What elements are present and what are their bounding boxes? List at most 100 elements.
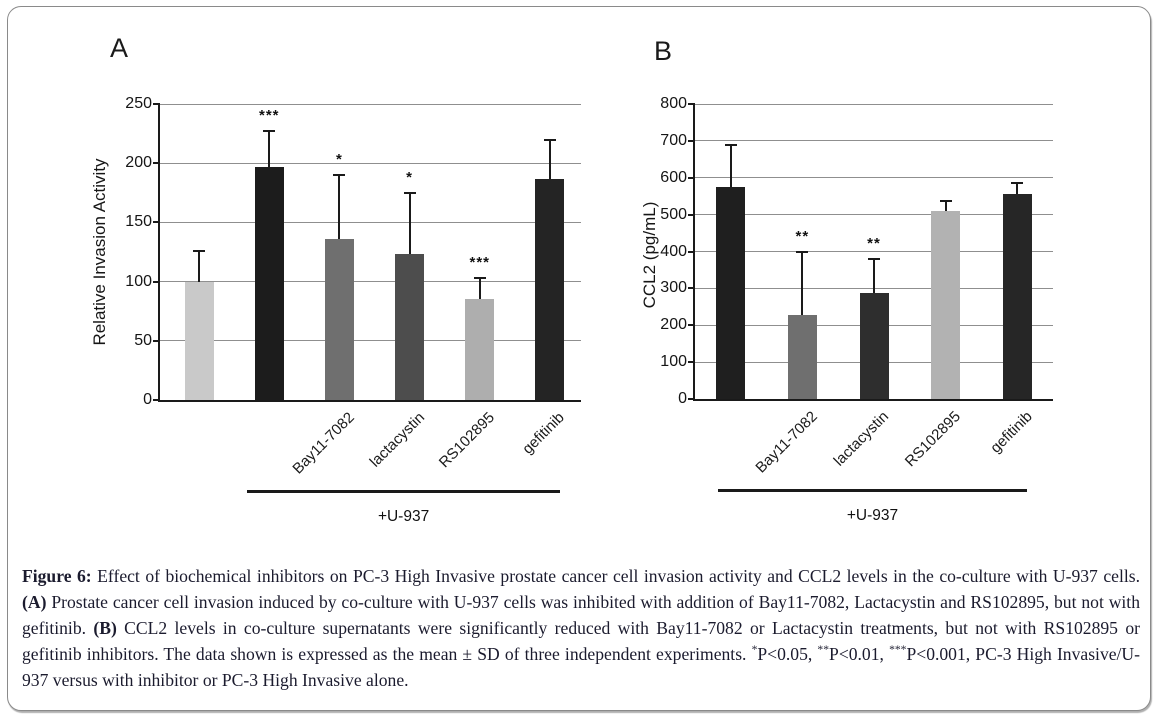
y-tick-mark bbox=[153, 339, 160, 342]
caption-segment: *** bbox=[889, 643, 907, 657]
error-bar-line bbox=[1016, 183, 1019, 195]
y-tick-label: 200 bbox=[125, 154, 152, 172]
bar-gefitinib bbox=[535, 178, 565, 400]
y-tick-label: 300 bbox=[660, 279, 687, 297]
error-bar-cap bbox=[403, 191, 416, 194]
group-label: +U-937 bbox=[846, 507, 899, 524]
y-tick-mark bbox=[153, 221, 160, 224]
bar-Bay11-7082 bbox=[787, 315, 817, 399]
caption-segment: Prostate cancer cell invasion induced by… bbox=[22, 592, 1140, 638]
error-bar-line bbox=[944, 200, 947, 211]
bar-control bbox=[254, 166, 284, 400]
group-underline bbox=[717, 489, 1028, 492]
y-tick-mark bbox=[153, 162, 160, 165]
y-tick-label: 100 bbox=[660, 353, 687, 371]
y-tick-label: 500 bbox=[660, 205, 687, 223]
bar-control bbox=[716, 186, 746, 399]
y-tick-label: 50 bbox=[134, 331, 152, 349]
x-axis-label: Bay11-7082 bbox=[288, 409, 358, 478]
caption-segment: Effect of biochemical inhibitors on PC-3… bbox=[97, 566, 1140, 586]
gridline bbox=[160, 281, 581, 283]
figure-caption: Figure 6: Effect of biochemical inhibito… bbox=[22, 563, 1140, 693]
y-tick-label: 700 bbox=[660, 131, 687, 149]
y-tick-label: 400 bbox=[660, 242, 687, 260]
x-axis-line bbox=[158, 400, 581, 402]
x-axis-label: RS102895 bbox=[901, 408, 964, 471]
y-tick-mark bbox=[153, 280, 160, 283]
error-bar-cap bbox=[193, 249, 206, 252]
error-bar-cap bbox=[333, 174, 346, 177]
gridline bbox=[695, 140, 1053, 142]
error-bar-cap bbox=[724, 143, 737, 146]
y-tick-mark bbox=[688, 287, 695, 290]
y-tick-mark bbox=[688, 324, 695, 327]
bar-RS102895 bbox=[931, 210, 961, 399]
gridline bbox=[695, 251, 1053, 252]
caption-segment: Figure 6: bbox=[22, 566, 98, 586]
y-tick-label: 250 bbox=[125, 95, 152, 112]
bar-lactacystin bbox=[859, 292, 889, 399]
group-label: +U-937 bbox=[377, 508, 430, 525]
y-tick-mark bbox=[153, 399, 160, 401]
error-bar-line bbox=[338, 175, 341, 239]
error-bar-line bbox=[268, 131, 271, 167]
gridline bbox=[160, 340, 581, 342]
gridline bbox=[160, 221, 581, 223]
significance-marker: * bbox=[406, 168, 413, 186]
y-tick-label: 0 bbox=[678, 390, 687, 407]
bar-Bay11-7082 bbox=[324, 238, 354, 400]
significance-marker: ** bbox=[795, 227, 810, 245]
significance-marker: *** bbox=[469, 254, 490, 272]
gridline bbox=[695, 177, 1053, 179]
x-axis-label: gefitinib bbox=[986, 408, 1036, 457]
error-bar-line bbox=[873, 258, 875, 293]
y-tick-label: 150 bbox=[125, 213, 152, 231]
significance-marker: * bbox=[335, 151, 343, 169]
bar-gefitinib bbox=[1002, 194, 1032, 399]
panel-a-label: A bbox=[110, 33, 129, 63]
error-bar-cap bbox=[939, 199, 952, 202]
y-tick-label: 600 bbox=[660, 168, 687, 186]
y-tick-label: 800 bbox=[660, 95, 687, 112]
error-bar-line bbox=[478, 278, 481, 300]
x-axis-line bbox=[693, 399, 1053, 401]
gridline bbox=[160, 103, 581, 105]
y-tick-label: 200 bbox=[660, 316, 687, 334]
x-axis-label: lactacystin bbox=[366, 409, 428, 471]
y-tick-mark bbox=[688, 103, 695, 105]
y-tick-label: 0 bbox=[143, 391, 152, 408]
gridline bbox=[695, 103, 1053, 105]
caption-segment: P<0.01, bbox=[829, 644, 890, 664]
caption-segment: P<0.05, bbox=[757, 644, 818, 664]
error-bar-cap bbox=[1011, 182, 1024, 185]
bar-lactacystin bbox=[395, 254, 425, 400]
y-tick-mark bbox=[688, 398, 695, 400]
error-bar-line bbox=[729, 144, 732, 187]
x-axis-label: gefitinib bbox=[519, 409, 568, 458]
y-tick-label: 100 bbox=[125, 272, 152, 290]
y-tick-mark bbox=[153, 103, 160, 105]
error-bar-line bbox=[408, 192, 411, 255]
bar-control bbox=[184, 281, 214, 400]
error-bar-cap bbox=[263, 130, 276, 133]
error-bar-cap bbox=[543, 138, 556, 141]
error-bar-cap bbox=[473, 277, 486, 280]
significance-marker: *** bbox=[258, 107, 280, 125]
y-tick-mark bbox=[688, 176, 695, 179]
group-underline bbox=[247, 490, 560, 493]
error-bar-line bbox=[198, 250, 201, 282]
caption-segment: * bbox=[751, 643, 758, 657]
x-axis-label: lactacystin bbox=[830, 408, 893, 470]
caption-segment: CCL2 levels in co-culture supernatants w… bbox=[22, 618, 1140, 664]
gridline bbox=[695, 214, 1053, 216]
x-axis-label: Bay11-7082 bbox=[751, 408, 821, 477]
error-bar-line bbox=[548, 139, 551, 179]
caption-segment: P<0.001, PC-3 High Invasive/U-937 versus… bbox=[22, 644, 1140, 690]
chart-a-y-axis-title: Relative Invasion Activity bbox=[90, 158, 109, 346]
y-tick-mark bbox=[688, 250, 695, 253]
y-tick-mark bbox=[688, 139, 695, 142]
significance-marker: ** bbox=[867, 234, 881, 252]
caption-segment: (B) bbox=[93, 618, 125, 638]
caption-segment: (A) bbox=[22, 592, 52, 612]
